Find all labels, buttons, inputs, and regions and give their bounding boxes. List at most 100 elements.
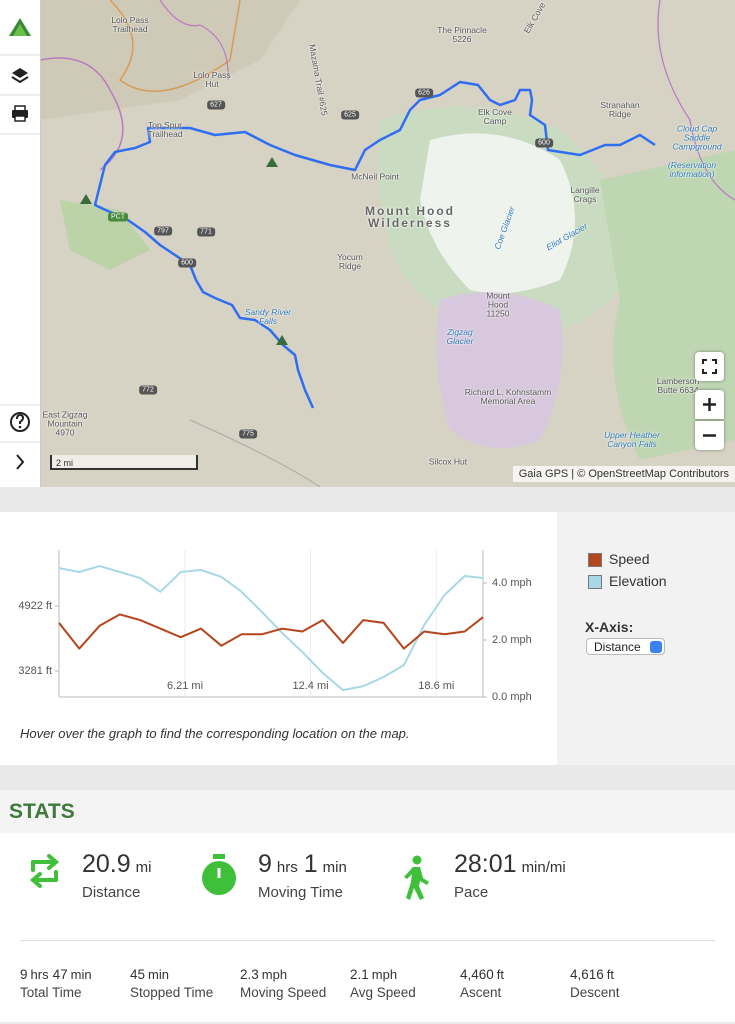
road-shield: 627 xyxy=(207,100,225,110)
road-shield: 626 xyxy=(415,88,433,98)
road-shield: 772 xyxy=(139,385,157,395)
stat-value: 9 hrs 1 min xyxy=(258,850,353,879)
y2-tick-label: 0.0 mph xyxy=(492,691,532,703)
map-label: Richard L. Kohnstamm Memorial Area xyxy=(464,387,552,406)
zoom-out-button[interactable] xyxy=(695,421,724,450)
y2-tick-label: 4.0 mph xyxy=(492,577,532,589)
road-shield: 600 xyxy=(535,138,553,148)
stat-unit: mph xyxy=(261,967,288,982)
map-label: Elk Cove Camp xyxy=(477,107,512,126)
stat-number: 1 xyxy=(303,850,318,878)
map-label: Mount Hood 11250 xyxy=(486,290,510,319)
stat-unit: ft xyxy=(606,967,615,982)
timer-icon xyxy=(202,854,236,895)
stat-number: 20.9 xyxy=(82,850,131,878)
stat-value: 45 min xyxy=(130,966,173,984)
map-label: Lamberson Butte 6634 xyxy=(656,376,700,395)
y2-tick-label: 2.0 mph xyxy=(492,634,532,646)
toolbar xyxy=(0,0,41,487)
map-label: Mount Hood Wilderness xyxy=(365,204,455,230)
y-tick-label: 4922 ft xyxy=(18,600,52,612)
stat-unit: min xyxy=(322,859,347,876)
stat-number: 4,460 xyxy=(460,967,494,982)
stat-value: 9 hrs 47 min xyxy=(20,966,96,984)
stat-number: 4,616 xyxy=(570,967,604,982)
expand-button[interactable] xyxy=(16,454,25,470)
map-label: Lolo Pass Trailhead xyxy=(111,15,149,34)
stat-label: Pace xyxy=(454,884,489,901)
x-axis-label: X-Axis: xyxy=(585,619,634,635)
y-tick-label: 3281 ft xyxy=(18,665,52,677)
stat-label: Descent xyxy=(570,985,620,1000)
map-label: Upper Heather Canyon Falls xyxy=(604,430,660,449)
attribution: Gaia GPS | © OpenStreetMap Contributors xyxy=(512,466,735,482)
x-axis-select[interactable]: Distance xyxy=(586,638,665,655)
road-shield: 797 xyxy=(154,226,172,236)
stat-unit: min xyxy=(70,967,92,982)
toolbar-icons xyxy=(0,18,40,470)
map-label: Zigzag Glacier xyxy=(446,327,474,346)
map[interactable]: Lolo Pass Trailhead Lolo Pass Hut Top Spur… xyxy=(0,0,735,487)
map-label: McNeil Point xyxy=(351,171,399,182)
stat-unit: mi xyxy=(135,859,152,876)
fullscreen-button[interactable] xyxy=(695,352,724,381)
chart-card: 6.21 mi 12.4 mi 18.6 mi 4922 ft 3281 ft 4.0 m… xyxy=(0,512,735,765)
stat-label: Avg Speed xyxy=(350,985,416,1000)
series-line xyxy=(58,613,484,650)
stat-number: 9 xyxy=(20,967,28,982)
stat-number: 45 xyxy=(130,967,146,982)
map-label: Yocum Ridge xyxy=(337,252,363,271)
stat-label: Moving Speed xyxy=(240,985,327,1000)
stat-value: 4,616 ft xyxy=(570,966,618,984)
pace-icon xyxy=(404,855,429,900)
stat-label: Distance xyxy=(82,884,141,901)
stat-number: 2.3 xyxy=(240,967,259,982)
stat-value: 28:01 min/mi xyxy=(454,850,572,879)
stat-unit: mph xyxy=(371,967,398,982)
stat-unit: hrs xyxy=(276,859,298,876)
map-label: Stranahan Ridge xyxy=(600,100,640,119)
map-label: Sandy River Falls xyxy=(244,307,292,326)
zoom-in-button[interactable] xyxy=(695,390,724,419)
chart-sidebar: Speed Elevation X-Axis: Distance xyxy=(557,512,735,765)
stat-label: Total Time xyxy=(20,985,82,1000)
stat-value: 20.9 mi xyxy=(82,850,158,879)
map-label: Langille Crags xyxy=(570,185,600,204)
stat-unit: min/mi xyxy=(521,859,566,876)
road-shield: 625 xyxy=(341,110,359,120)
stats-header: STATS xyxy=(0,790,735,833)
stat-label: Ascent xyxy=(460,985,502,1000)
stats-icons xyxy=(29,854,429,900)
help-button[interactable] xyxy=(10,412,30,432)
map-label: East Zigzag Mountain 4970 xyxy=(42,409,88,438)
chart-hint: Hover over the graph to find the corresp… xyxy=(20,726,410,741)
map-label: Lolo Pass Hut xyxy=(193,70,231,89)
map-label: (Reservation information) xyxy=(667,160,717,179)
logo-button[interactable] xyxy=(9,18,31,36)
map-label: Cloud Cap Saddle Campground xyxy=(672,123,722,152)
stat-number: 9 xyxy=(258,850,272,878)
map-terrain xyxy=(0,0,735,487)
legend-swatch xyxy=(588,553,602,567)
stat-unit: hrs xyxy=(30,967,49,982)
print-button[interactable] xyxy=(12,105,28,122)
chart[interactable]: 6.21 mi 12.4 mi 18.6 mi 4922 ft 3281 ft 4.0 m… xyxy=(0,512,557,765)
road-shield: 775 xyxy=(239,429,257,439)
stat-value: 4,460 ft xyxy=(460,966,508,984)
map-label: Silcox Hut xyxy=(428,456,468,467)
select-arrow xyxy=(650,641,662,653)
stats-card: STATS 20.9 mi Distance 9 hrs 1 min Moving Time 2… xyxy=(0,790,735,1022)
stat-label: Moving Time xyxy=(258,884,344,901)
stat-label: Stopped Time xyxy=(130,985,214,1000)
x-tick-label: 18.6 mi xyxy=(418,680,454,692)
stat-number: 47 xyxy=(52,967,68,982)
stat-unit: ft xyxy=(496,967,505,982)
stat-value: 2.1 mph xyxy=(350,966,401,984)
scale-bar: 2 mi xyxy=(50,455,198,470)
map-label: Top Spur Trailhead xyxy=(147,120,183,139)
legend-label: Speed xyxy=(609,551,650,567)
map-label: The Pinnacle 5226 xyxy=(437,25,487,44)
road-shield: 771 xyxy=(197,227,215,237)
layers-button[interactable] xyxy=(11,68,29,84)
